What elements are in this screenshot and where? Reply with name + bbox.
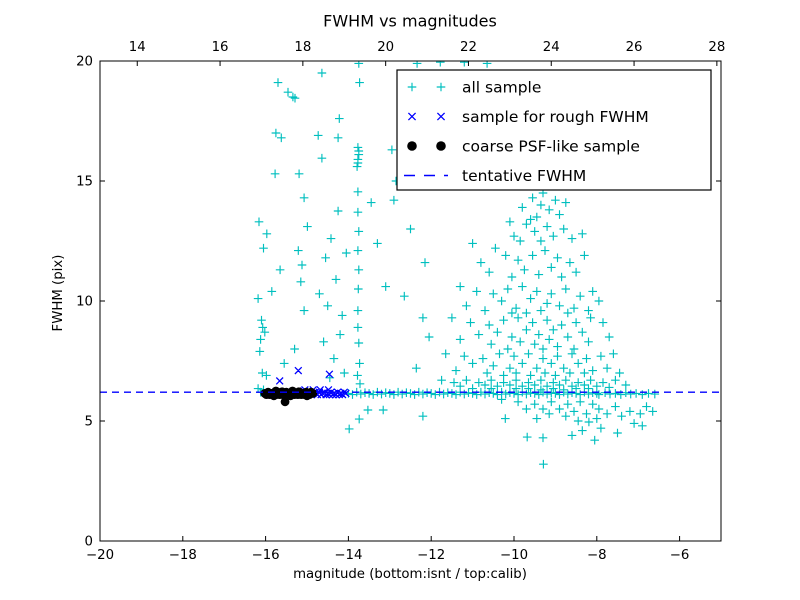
legend-x-icon [436,112,446,121]
legend-entry-rough-fwhm: sample for rough FWHM [407,108,649,126]
x-tick-label: −20 [86,548,114,563]
x-axis-label: magnitude (bottom:isnt / top:calib) [293,567,527,582]
top-tick-label: 14 [129,40,146,55]
legend: all sample sample for rough FWHM coarse … [396,69,712,191]
top-tick-label: 20 [377,40,394,55]
legend-circle-icon [407,141,417,151]
legend-label-tentative-fwhm: tentative FWHM [462,167,586,185]
legend-marker-psf-sample [407,141,446,151]
legend-plus-icon [436,82,446,92]
x-tick-label: −14 [334,548,362,563]
y-axis-ticks: 0 5 10 15 20 [76,55,721,550]
legend-label-psf-sample: coarse PSF-like sample [462,138,640,156]
legend-marker-all-sample [407,82,446,92]
legend-x-icon [407,112,417,121]
x-tick-label: −18 [169,548,197,563]
legend-circle-icon [436,141,446,151]
y-tick-label: 15 [76,175,93,190]
legend-label-all-sample: all sample [462,79,541,97]
legend-entry-tentative-fwhm: tentative FWHM [404,167,586,185]
legend-box [396,69,712,191]
x-axis-top-ticks: 14 16 18 20 22 24 26 28 [129,40,725,66]
y-tick-label: 0 [85,535,93,550]
psf-point [302,391,312,401]
scatter-psf-sample [260,386,318,407]
x-tick-label: −6 [670,548,690,563]
chart-title: FWHM vs magnitudes [323,12,497,31]
y-tick-label: 10 [76,295,93,310]
legend-plus-icon [407,82,417,92]
psf-point [280,397,290,407]
y-tick-label: 20 [76,55,93,70]
top-tick-label: 22 [460,40,477,55]
legend-label-rough-fwhm: sample for rough FWHM [462,108,649,126]
legend-entry-all-sample: all sample [407,79,541,97]
x-axis-bottom-ticks: −20 −18 −16 −14 −12 −10 −8 −6 [86,536,689,563]
y-axis-label: FWHM (pix) [51,255,66,332]
legend-entry-psf-sample: coarse PSF-like sample [407,138,640,156]
psf-point [271,386,281,396]
x-tick-label: −16 [252,548,280,563]
x-tick-label: −10 [500,548,528,563]
legend-marker-rough-fwhm [407,112,446,121]
x-tick-label: −8 [587,548,607,563]
top-tick-label: 18 [294,40,311,55]
top-tick-label: 28 [708,40,725,55]
psf-point [288,386,297,396]
top-tick-label: 26 [626,40,643,55]
top-tick-label: 16 [212,40,229,55]
x-tick-label: −12 [417,548,445,563]
y-tick-label: 5 [85,415,93,430]
top-tick-label: 24 [543,40,560,55]
